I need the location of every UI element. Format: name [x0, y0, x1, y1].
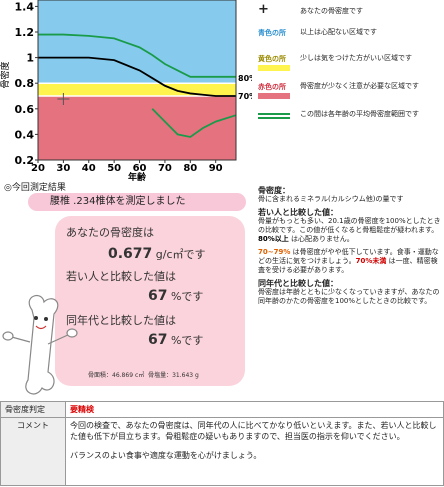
site-pill: 腰椎 .234椎体を測定しました [28, 193, 246, 211]
bone-mascot [2, 292, 82, 402]
x-tick-label: 60 [133, 163, 147, 174]
note-heading: 同年代と比較した値： [258, 279, 442, 288]
density-value: 0.677 [108, 246, 152, 262]
legend-key: 黄色の所 [258, 54, 286, 64]
legend-swatch [258, 93, 290, 99]
result-label: 若い人と比較した値は [66, 268, 176, 284]
area-label: 骨面積： [88, 372, 112, 379]
notes: 骨密度：骨に含まれるミネラル(カルシウム他)の量です若い人と比較した値：骨量がも… [258, 186, 442, 310]
note-text: 70~79% [258, 248, 290, 256]
note-heading: 若い人と比較した値： [258, 208, 442, 217]
legend-marker-symbol: + [258, 2, 269, 17]
cell: 今回の検査で、あなたの骨密度は、同年代の人に比べてかなり低いといえます。また、若… [66, 418, 444, 486]
x-tick-label: 70 [158, 163, 172, 174]
legend-text: 以上は心配ない区域です [300, 28, 440, 37]
legend-swatch [258, 65, 290, 71]
note-heading: 骨密度： [258, 186, 442, 195]
section-title: ◎今回測定結果 [4, 180, 66, 193]
zone-band [38, 96, 236, 160]
cell: 骨密度判定 [1, 402, 66, 418]
result-label: あなたの骨密度は [66, 224, 154, 240]
bmc-unit: g [195, 372, 199, 379]
result-value-line: 67 %です [148, 332, 203, 348]
legend-swatch [258, 113, 290, 119]
note: 若い人と比較した値：骨量がもっとも多い、20.1歳の骨密度を100%としたときの… [258, 208, 442, 244]
legend-key: 赤色の所 [258, 82, 286, 92]
y-tick-label: 0.4 [15, 128, 35, 141]
result-label: 同年代と比較した値は [66, 312, 176, 328]
zone-band [38, 83, 236, 96]
note: 70~79% は骨密度がやや低下しています。食事・運動などの生活に気をつけましょ… [258, 248, 442, 275]
y-tick-label: 0.6 [15, 103, 35, 116]
y-tick-label: 1.4 [15, 0, 35, 13]
same-age-value: 67 [148, 332, 167, 348]
comment: バランスのよい食事や適度な運動を心がけましょう。 [70, 450, 439, 461]
y-tick-label: 0.8 [15, 77, 35, 90]
threshold-label: 80% [238, 74, 252, 83]
legend-key: 青色の所 [258, 28, 286, 38]
bone-density-chart: 骨密度 年齢 80%70%0.20.40.60.811.21.420304050… [0, 0, 252, 186]
bmc-value: 31.643 [172, 372, 193, 379]
note-text: 骨密度は年齢とともに少なくなっていきますが、あなたの同年齢のかたの骨密度を100… [258, 288, 440, 305]
note: 同年代と比較した値：骨密度は年齢とともに少なくなっていきますが、あなたの同年齢の… [258, 279, 442, 306]
note-text: 骨に含まれるミネラル(カルシウム他)の量です [258, 195, 403, 203]
same-age-unit: %です [171, 334, 203, 347]
x-tick-label: 50 [107, 163, 121, 174]
table: 骨密度判定要精検 コメント今回の検査で、あなたの骨密度は、同年代の人に比べてかな… [0, 401, 444, 486]
area-unit: c㎡ [135, 372, 144, 379]
legend-text: 骨密度が少なく注意が必要な区域です [300, 82, 440, 91]
x-tick-label: 80 [183, 163, 197, 174]
y-tick-label: 1.2 [15, 26, 35, 39]
density-unit: g/c㎡です [156, 248, 206, 261]
result-value-line: 67 %です [148, 288, 203, 304]
young-unit: %です [171, 290, 203, 303]
y-tick-label: 1 [26, 52, 34, 65]
threshold-label: 70% [238, 92, 252, 101]
x-tick-label: 90 [209, 163, 223, 174]
page: 骨密度 年齢 80%70%0.20.40.60.811.21.420304050… [0, 0, 444, 487]
cell: 要精検 [66, 402, 444, 418]
legend-text: 少しは気をつけた方がいい区域です [300, 54, 440, 63]
cell: コメント [1, 418, 66, 486]
area-value: 46.869 [112, 372, 133, 379]
x-tick-label: 40 [82, 163, 96, 174]
note: 骨密度：骨に含まれるミネラル(カルシウム他)の量です [258, 186, 442, 204]
result-value-line: 0.677 g/c㎡です [108, 246, 206, 262]
note-text: は心配ありません。 [289, 235, 354, 243]
young-value: 67 [148, 288, 167, 304]
bone-stats: 骨面積：46.869 c㎡ 骨塩量：31.643 g [88, 370, 199, 379]
bmc-label: 骨塩量： [148, 372, 172, 379]
legend-text: あなたの骨密度です [300, 7, 440, 16]
note-text: 80%以上 [258, 235, 289, 243]
legend-text: この間は各年齢の平均骨密度範囲です [300, 110, 440, 119]
comment: 今回の検査で、あなたの骨密度は、同年代の人に比べてかなり低いといえます。また、若… [70, 420, 439, 442]
note-text: 70%未満 [356, 257, 387, 265]
x-tick-label: 20 [31, 163, 45, 174]
note-text: 骨量がもっとも多い、20.1歳の骨密度を100%としたときの比較です。この値が低… [258, 217, 441, 234]
result-table: 骨密度判定要精検 コメント今回の検査で、あなたの骨密度は、同年代の人に比べてかな… [0, 401, 444, 486]
y-axis-label: 骨密度 [0, 61, 11, 88]
zone-band [38, 0, 236, 83]
x-tick-label: 30 [56, 163, 70, 174]
